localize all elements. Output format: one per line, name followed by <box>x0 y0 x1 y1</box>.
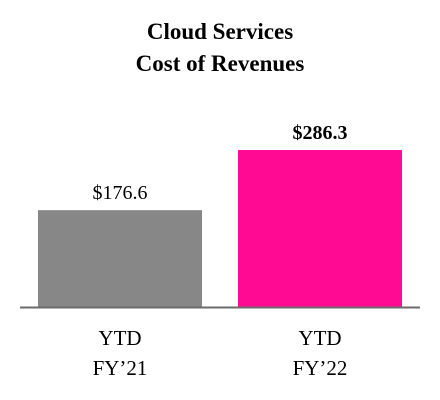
category-label-2-line-1: YTD <box>298 326 341 350</box>
data-label-1: $176.6 <box>93 182 148 204</box>
category-label-2-line-2: FY’22 <box>293 356 348 380</box>
bar-2 <box>238 150 402 307</box>
chart-title-line-2: Cost of Revenues <box>135 51 305 76</box>
category-label-1-line-2: FY’21 <box>93 356 148 380</box>
bar-1 <box>38 210 202 307</box>
category-label-1-line-1: YTD <box>98 326 141 350</box>
chart-title-line-1: Cloud Services <box>146 19 294 44</box>
data-label-2: $286.3 <box>293 122 348 144</box>
